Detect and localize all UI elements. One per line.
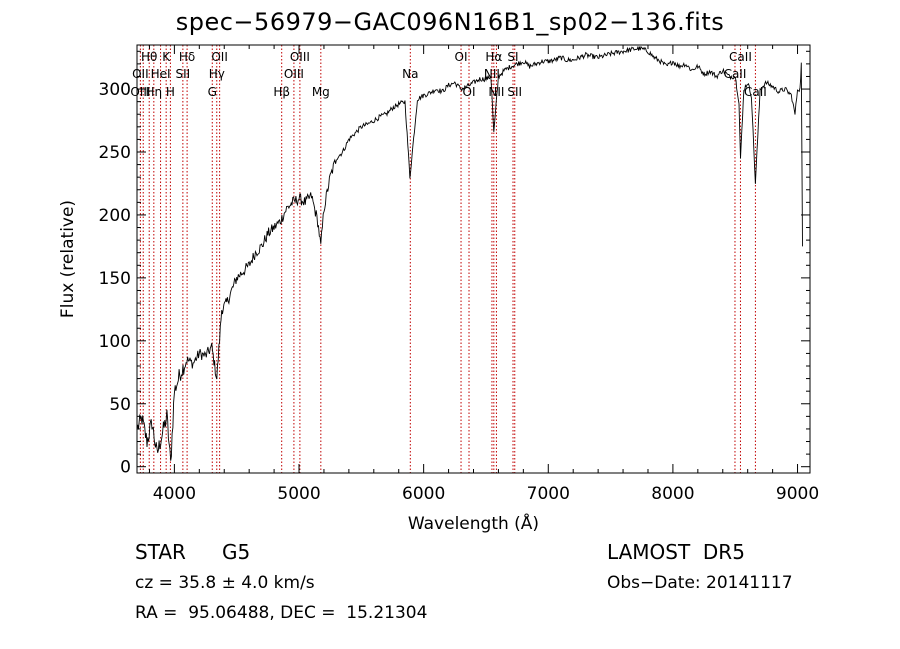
- spectral-line-label: Hθ: [141, 50, 157, 64]
- y-tick-label: 100: [99, 332, 131, 352]
- spectral-line-label: SII: [176, 67, 191, 81]
- spectral-line-label: Hα: [485, 50, 502, 64]
- y-tick-label: 250: [99, 143, 131, 163]
- spectral-line-label: OI: [463, 85, 476, 99]
- y-tick-label: 200: [99, 206, 131, 226]
- x-tick-label: 7000: [527, 484, 570, 504]
- y-tick-label: 50: [109, 395, 131, 415]
- object-class: STAR: [135, 540, 186, 564]
- object-subclass: G5: [222, 540, 251, 564]
- sky-coordinates: RA = 95.06488, DEC = 15.21304: [135, 603, 428, 623]
- spectral-line-label: Hη: [146, 85, 163, 99]
- spectral-line-label: HeI: [151, 67, 171, 81]
- y-axis-label: Flux (relative): [58, 200, 78, 318]
- spectral-line-label: SI: [507, 50, 518, 64]
- observation-date: Obs−Date: 20141117: [607, 573, 793, 593]
- spectral-line-label: OIII: [290, 50, 310, 64]
- x-tick-label: 9000: [776, 484, 819, 504]
- redshift-velocity: cz = 35.8 ± 4.0 km/s: [135, 573, 315, 593]
- spectral-line-label: Na: [402, 67, 418, 81]
- spectral-line-label: OI: [455, 50, 468, 64]
- spectral-line-label: OIII: [284, 67, 304, 81]
- spectral-line-label: OII: [211, 50, 228, 64]
- spectral-line-label: OIII: [130, 85, 150, 99]
- x-tick-label: 5000: [277, 484, 320, 504]
- spectral-line-label: CaII: [724, 67, 747, 81]
- spectral-line-label: Hδ: [179, 50, 195, 64]
- x-axis-label: Wavelength (Å): [408, 512, 539, 534]
- spectral-line-label: Hγ: [209, 67, 225, 81]
- spectral-line-label: OII: [132, 67, 149, 81]
- x-tick-label: 8000: [651, 484, 694, 504]
- survey-label: LAMOST DR5: [607, 540, 745, 564]
- spectral-line-label: H: [166, 85, 175, 99]
- spectral-line-label: Hβ: [273, 85, 290, 99]
- spectral-line-label: K: [162, 50, 171, 64]
- chart-title: spec−56979−GAC096N16B1_sp02−136.fits: [175, 8, 725, 36]
- x-tick-label: 6000: [402, 484, 445, 504]
- y-tick-label: 0: [120, 458, 131, 478]
- x-tick-label: 4000: [153, 484, 196, 504]
- spectral-line-label: CaII: [729, 50, 752, 64]
- spectral-line-label: G: [208, 85, 217, 99]
- spectrum-line: [136, 45, 803, 461]
- y-tick-label: 300: [99, 80, 131, 100]
- spectral-line-label: SII: [507, 85, 522, 99]
- spectral-line-label: NII: [488, 85, 504, 99]
- plot-frame: [136, 44, 811, 474]
- y-tick-label: 150: [99, 269, 131, 289]
- spectral-line-label: Mg: [312, 85, 330, 99]
